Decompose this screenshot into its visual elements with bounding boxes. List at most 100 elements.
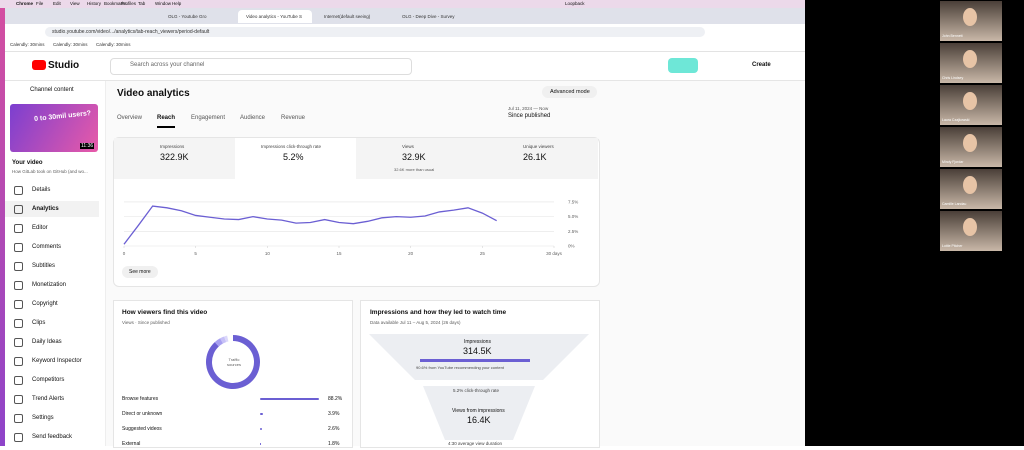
participant-head (963, 50, 977, 68)
card-subtitle: Data available Jul 11 – Aug 5, 2024 (26 … (370, 320, 461, 325)
y-tick-label: 2.5% (568, 229, 578, 234)
nav-icon (14, 357, 23, 366)
tab[interactable]: Engagement (191, 115, 226, 121)
menu-item[interactable]: Profiles (121, 1, 137, 6)
tab[interactable]: Audience (240, 115, 266, 121)
advanced-btn[interactable] (542, 86, 597, 98)
funnel-bar (420, 359, 530, 362)
x-tick-label: 10 (265, 251, 271, 256)
see-more-btn[interactable] (122, 266, 158, 278)
traffic-value: 1.8% (328, 441, 340, 447)
traffic-source: Browse features (122, 396, 159, 402)
tab-title[interactable]: OLG - Deep Dive - Survey (402, 14, 455, 19)
period[interactable]: Since published (508, 113, 551, 119)
bookmark[interactable]: Calendly: 30mins (53, 42, 88, 47)
back-link[interactable]: Channel content (30, 87, 74, 93)
donut-segment (224, 335, 229, 343)
menu-item[interactable]: Help (172, 1, 182, 6)
bookmark[interactable]: Calendly: 30mins (96, 42, 131, 47)
menu-item[interactable]: View (70, 1, 80, 6)
menu-app: Chrome (16, 1, 34, 6)
participant-name: Laura Czajkowski (942, 118, 970, 122)
x-tick-label: 5 (194, 251, 197, 256)
metric-tab-bg[interactable] (114, 138, 235, 179)
nav-item[interactable]: Monetization (32, 282, 67, 288)
tab-title[interactable]: Internet(default seeing) (324, 14, 371, 19)
tab-title[interactable]: Video analytics - YouTube S (246, 14, 303, 19)
date-range: Jul 11, 2024 — Now (508, 106, 549, 111)
funnel-label: Impressions (464, 339, 491, 345)
metric-tab-bg[interactable] (356, 138, 477, 179)
metric-label[interactable]: Impressions (160, 144, 185, 149)
participant-head (963, 218, 977, 236)
nav-icon (14, 414, 23, 423)
tab[interactable]: Revenue (281, 115, 306, 121)
bookmarks-bar (5, 40, 805, 52)
card-subtitle: Views · Since published (122, 320, 170, 325)
funnel-shape (369, 334, 589, 440)
participant-head (963, 176, 977, 194)
search-box[interactable] (110, 58, 412, 75)
tab-title[interactable]: OLG - Youtube Gro (168, 14, 207, 19)
menu-item[interactable]: File (36, 1, 44, 6)
funnel-label: Views from impressions (452, 408, 505, 414)
nav-icon (14, 205, 23, 214)
nav-item[interactable]: Comments (32, 244, 62, 250)
menu-item[interactable]: Window (155, 1, 172, 6)
card-title: How viewers find this video (122, 309, 208, 316)
menu-item[interactable]: Bookmarks (104, 1, 127, 6)
nav-item[interactable]: Subtitles (32, 263, 56, 269)
nav-icon (14, 300, 23, 309)
participant-name: Chris Lindsey (942, 76, 964, 80)
funnel-value: 16.4K (467, 415, 491, 425)
nav-item[interactable]: Competitors (32, 377, 65, 383)
address-field[interactable] (45, 27, 705, 37)
menu-item[interactable]: Edit (53, 1, 61, 6)
tab[interactable]: Overview (117, 115, 143, 121)
line-series (123, 205, 497, 245)
participant-head (963, 8, 977, 26)
nav-item[interactable]: Analytics (32, 206, 59, 212)
menu-item[interactable]: History (87, 1, 102, 6)
upload-button[interactable] (668, 58, 698, 73)
nav-icon (14, 224, 23, 233)
nav-item[interactable]: Details (32, 187, 51, 193)
metric-label[interactable]: Unique viewers (523, 144, 554, 149)
nav-icon (14, 243, 23, 252)
video-title: How GitLab took on GitHub (and wo... (12, 169, 88, 174)
metric-tab-bg[interactable] (477, 138, 598, 179)
nav-item[interactable]: Clips (32, 320, 46, 326)
traffic-source: Direct or unknown (122, 411, 163, 417)
nav-item[interactable]: Settings (32, 415, 54, 421)
traffic-value: 2.6% (328, 426, 340, 432)
metric-value: 322.9K (160, 152, 189, 162)
nav-item[interactable]: Editor (32, 225, 48, 231)
search-placeholder[interactable]: Search across your channel (130, 62, 205, 68)
donut-segment (214, 338, 224, 347)
y-tick-label: 7.5% (568, 199, 578, 204)
nav-icon (14, 395, 23, 404)
metric-label[interactable]: Views (402, 144, 414, 149)
metric-label[interactable]: Impressions click-through rate (261, 144, 322, 149)
x-tick-label: 30 days (546, 251, 563, 256)
metric-value: 5.2% (283, 152, 304, 162)
nav-item[interactable]: Daily Ideas (32, 339, 62, 345)
nav-item[interactable]: Send feedback (32, 434, 73, 440)
tab[interactable]: Reach (157, 115, 176, 121)
nav-item[interactable]: Copyright (32, 301, 58, 307)
see-more[interactable]: See more (129, 269, 151, 275)
nav-icon (14, 281, 23, 290)
create-button[interactable]: Create (752, 62, 771, 68)
nav-item[interactable]: Keyword Inspector (32, 358, 82, 364)
y-tick-label: 5.0% (568, 214, 578, 219)
yt-logo[interactable] (32, 60, 46, 70)
menu-item[interactable]: Tab (138, 1, 146, 6)
advanced-mode[interactable]: Advanced mode (550, 89, 590, 95)
your-video: Your video (12, 160, 43, 166)
traffic-bar (260, 443, 262, 445)
tab[interactable] (238, 10, 312, 23)
nav-item[interactable]: Trend Alerts (32, 396, 65, 402)
bookmark[interactable]: Calendly: 30mins (10, 42, 45, 47)
funnel-note: 5.2% click-through rate (453, 388, 500, 393)
traffic-value: 88.2% (328, 396, 343, 402)
